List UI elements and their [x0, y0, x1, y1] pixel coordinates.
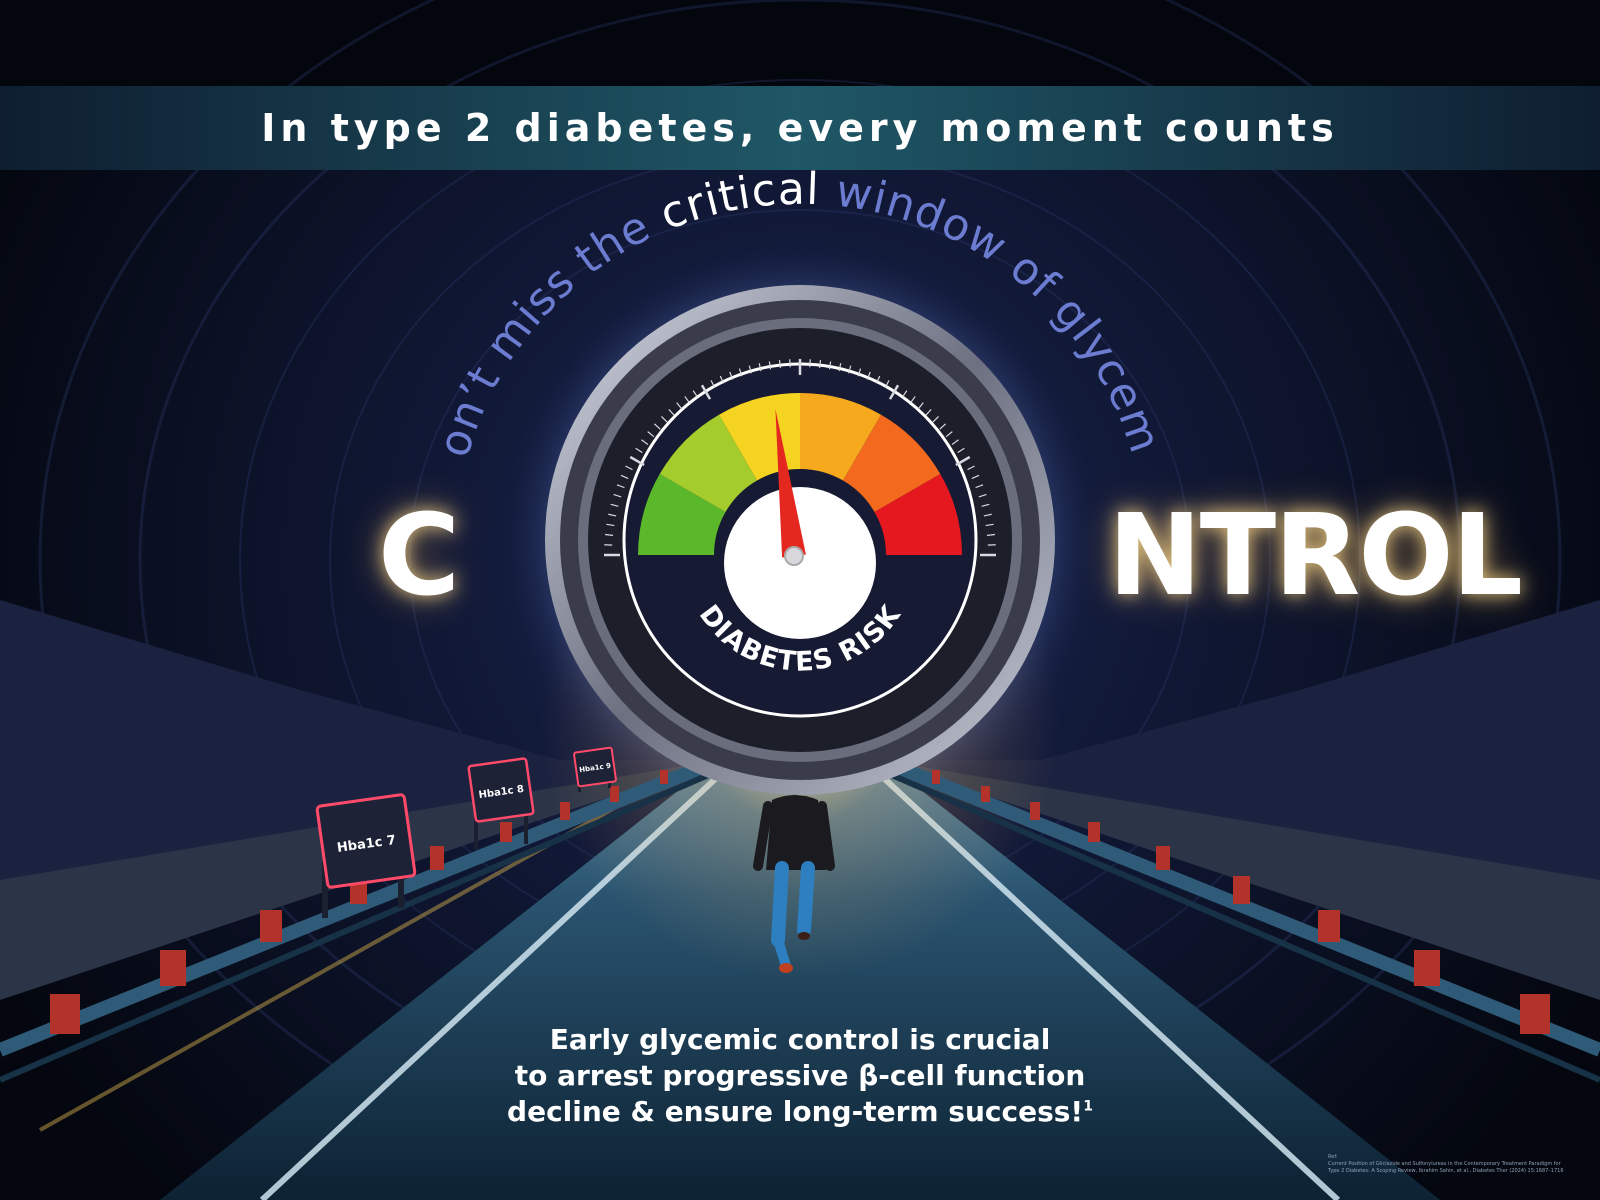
right-rock-wall: [880, 600, 1600, 900]
gauge-tick: [676, 402, 683, 410]
banner-title: In type 2 diabetes, every moment counts: [261, 106, 1339, 150]
gauge-tick: [986, 533, 995, 536]
gauge-tick: [838, 363, 842, 372]
hba1c-sign-8: Hba1c 8: [467, 757, 535, 850]
gauge-tick: [819, 360, 822, 369]
gauge-tick: [901, 390, 908, 398]
gauge-tick: [625, 465, 633, 471]
gauge-segment-6: [874, 474, 962, 555]
gauge-tick: [653, 423, 661, 430]
gauge-tick: [629, 455, 645, 467]
gauge-tick: [684, 396, 690, 404]
gauge-tick: [884, 380, 890, 388]
gauge-tick: [828, 361, 832, 370]
bottom-message-line3-text: decline & ensure long-term success!: [507, 1095, 1084, 1128]
gauge-segment-1: [638, 474, 726, 555]
gauge-tick: [610, 503, 619, 507]
gauge-tick: [616, 484, 625, 489]
gauge-tick: [710, 380, 716, 388]
hba1c-sign-7: Hba1c 7: [315, 793, 417, 918]
diabetes-risk-gauge: DIABETES RISK: [545, 285, 1055, 795]
gauge-tick: [857, 368, 862, 377]
gauge-tick: [635, 447, 643, 454]
gauge-tick: [641, 439, 649, 445]
gauge-segment-4: [800, 393, 881, 481]
gauge-tick: [605, 533, 614, 536]
gauge-tick: [955, 455, 971, 467]
gauge-tick: [945, 431, 953, 438]
gauge-tick: [971, 474, 980, 480]
gauge-tick: [692, 390, 699, 398]
gauge-tick: [729, 371, 734, 380]
gauge-tick: [917, 402, 924, 410]
hba1c-sign-9: Hba1c 9: [573, 746, 617, 792]
gauge-tick: [758, 363, 762, 372]
left-rock-wall: [0, 600, 720, 900]
gauge-needle: [775, 409, 806, 558]
gauge-tick: [647, 431, 655, 438]
control-word-right: NTROL: [1108, 491, 1523, 621]
gauge-tick: [768, 361, 772, 370]
bottom-message-line2: to arrest progressive β-cell function: [514, 1059, 1086, 1092]
gauge-tick: [848, 365, 852, 374]
bottom-message-line1: Early glycemic control is crucial: [549, 1023, 1051, 1056]
gauge-tick: [778, 360, 781, 369]
gauge-tick: [748, 365, 752, 374]
gauge-tick: [613, 493, 622, 498]
gauge-tick: [738, 368, 743, 377]
reference-line2: Type 2 Diabetes: A Scoping Review, Ibrah…: [1328, 1168, 1564, 1174]
gauge-tick: [606, 523, 615, 527]
reference-heading: Ref:: [1328, 1154, 1338, 1160]
gauge-tick: [985, 523, 994, 527]
gauge-segment-5: [843, 414, 941, 512]
header-banner: In type 2 diabetes, every moment counts: [0, 86, 1600, 170]
bottom-message-line3: decline & ensure long-term success!1: [460, 1094, 1140, 1130]
gauge-tick: [967, 465, 975, 471]
right-guardrail: [877, 753, 1600, 1083]
gauge-tick: [608, 513, 617, 517]
gauge-tick: [978, 493, 987, 498]
left-guardrail: [0, 753, 723, 1083]
reference-line1: Current Position of Gliclazide and Sulfo…: [1328, 1161, 1561, 1167]
gauge-color-segments: [638, 393, 962, 555]
footnote-marker: 1: [1083, 1098, 1093, 1115]
gauge-tick: [981, 503, 990, 507]
gauge-tick: [925, 408, 932, 416]
gauge-tick: [932, 415, 940, 423]
gauge-tick-marks: [604, 359, 996, 557]
gauge-needle-pivot: [784, 546, 804, 566]
gauge-segment-2: [659, 414, 757, 512]
gauge-tick: [700, 384, 712, 400]
control-word-left: C: [378, 491, 460, 621]
gauge-tick: [910, 396, 916, 404]
gauge-tick: [660, 415, 668, 423]
gauge-tick: [975, 484, 984, 489]
gauge-tick: [939, 423, 947, 430]
bottom-message: Early glycemic control is crucial to arr…: [460, 1022, 1140, 1130]
gauge-tick: [875, 375, 881, 384]
gauge-tick: [951, 439, 959, 445]
gauge-tick: [668, 408, 675, 416]
gauge-tick: [866, 371, 871, 380]
gauge-tick: [983, 513, 992, 517]
reference-note: Ref: Current Position of Gliclazide and …: [1328, 1154, 1578, 1175]
gauge-tick: [957, 447, 965, 454]
gauge-tick: [620, 474, 629, 480]
gauge-tick: [719, 375, 725, 384]
gauge-tick: [888, 384, 900, 400]
